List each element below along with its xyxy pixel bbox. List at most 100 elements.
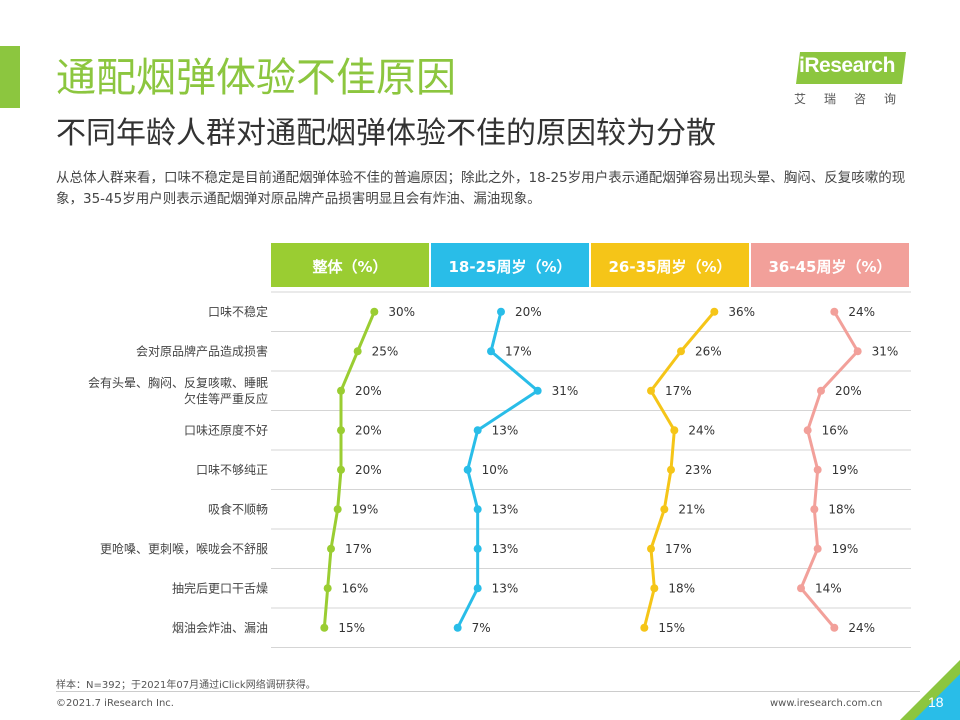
data-label: 31%	[872, 344, 899, 358]
data-point	[797, 584, 805, 593]
data-label: 10%	[482, 463, 509, 477]
title-accent-bar	[0, 46, 20, 108]
data-label: 16%	[822, 423, 849, 437]
category-label: 更呛嗓、更刺喉，喉咙会不舒服	[100, 541, 268, 556]
page-description: 从总体人群来看，口味不稳定是目前通配烟弹体验不佳的普遍原因；除此之外，18-25…	[56, 170, 906, 207]
data-label: 20%	[355, 384, 382, 398]
data-point	[667, 465, 675, 474]
category-label: 抽完后更口干舌燥	[172, 580, 268, 595]
data-point	[487, 347, 495, 356]
data-label: 19%	[352, 502, 379, 516]
data-label: 19%	[832, 463, 859, 477]
series-header-2	[431, 243, 589, 287]
legend-label: 36-45周岁（%）	[768, 258, 891, 276]
data-label: 13%	[492, 423, 519, 437]
data-point	[497, 307, 505, 316]
website-link[interactable]: www.iresearch.com.cn	[770, 698, 883, 709]
data-point	[353, 347, 362, 356]
data-label: 26%	[695, 344, 722, 358]
data-point	[647, 386, 655, 395]
data-label: 13%	[492, 502, 519, 516]
data-point	[640, 623, 649, 632]
category-label: 口味不够纯正	[196, 463, 268, 477]
series-header-4	[751, 243, 909, 287]
legend-label: 整体（%）	[312, 258, 387, 276]
data-point	[370, 307, 379, 316]
category-label: 吸食不顺畅	[208, 501, 268, 516]
data-label: 20%	[515, 305, 542, 319]
data-point	[813, 544, 822, 553]
category-label: 口味还原度不好	[184, 422, 268, 437]
data-label: 17%	[665, 384, 692, 398]
data-label: 20%	[355, 423, 382, 437]
data-label: 18%	[828, 502, 855, 516]
category-label: 会对原品牌产品造成损害	[136, 343, 268, 358]
data-point	[647, 544, 655, 553]
data-point	[333, 505, 342, 514]
data-point	[463, 465, 472, 474]
source-note: 样本：N=392；于2021年07月通过iClick网络调研获得。	[56, 680, 316, 691]
data-point	[710, 307, 719, 316]
logo-chinese-text: 艾瑞咨询	[794, 92, 915, 106]
data-point	[473, 544, 482, 553]
data-label: 24%	[848, 305, 875, 319]
data-label: 17%	[665, 542, 692, 556]
data-label: 23%	[685, 463, 712, 477]
data-point	[533, 386, 542, 395]
data-point	[337, 386, 345, 395]
page-title: 通配烟弹体验不佳原因	[56, 55, 456, 101]
data-label: 25%	[372, 344, 399, 358]
iresearch-logo: iResearch 艾瑞咨询	[792, 48, 912, 108]
data-label: 24%	[688, 423, 715, 437]
data-label: 31%	[552, 384, 579, 398]
data-point	[473, 505, 482, 514]
category-label: 口味不稳定	[208, 304, 268, 319]
data-point	[473, 426, 482, 435]
data-point	[327, 544, 335, 553]
series-header-1	[271, 243, 429, 287]
data-label: 15%	[338, 621, 365, 635]
data-point	[650, 584, 659, 593]
data-label: 36%	[728, 305, 755, 319]
legend-label: 26-35周岁（%）	[608, 258, 731, 276]
data-label: 20%	[355, 463, 382, 477]
data-label: 13%	[492, 542, 519, 556]
page-number: 18	[928, 694, 944, 710]
data-point	[323, 584, 332, 593]
data-label: 18%	[668, 581, 695, 595]
data-label: 30%	[388, 305, 415, 319]
data-point	[337, 465, 345, 474]
data-label: 16%	[342, 581, 369, 595]
data-label: 24%	[848, 621, 875, 635]
data-label: 13%	[492, 581, 519, 595]
data-point	[830, 623, 839, 632]
page-subtitle: 不同年龄人群对通配烟弹体验不佳的原因较为分散	[56, 116, 716, 151]
data-point	[813, 465, 822, 474]
data-point	[817, 386, 825, 395]
category-label: 欠佳等严重反应	[184, 391, 268, 406]
data-label: 21%	[678, 502, 705, 516]
data-label: 15%	[658, 621, 685, 635]
data-point	[473, 584, 482, 593]
corner-decoration	[900, 660, 960, 720]
logo-background-shape	[796, 52, 906, 84]
data-point	[337, 426, 345, 435]
legend-label: 18-25周岁（%）	[448, 258, 571, 276]
data-point	[853, 347, 862, 356]
footer-divider	[56, 691, 920, 692]
data-label: 17%	[345, 542, 372, 556]
data-label: 17%	[505, 344, 532, 358]
series-header-3	[591, 243, 749, 287]
category-label: 会有头晕、胸闷、反复咳嗽、睡眠	[88, 375, 268, 390]
data-label: 20%	[835, 384, 862, 398]
data-label: 7%	[472, 621, 491, 635]
data-point	[810, 505, 819, 514]
data-point	[830, 307, 839, 316]
data-point	[660, 505, 669, 514]
category-label: 烟油会炸油、漏油	[172, 621, 268, 635]
data-point	[670, 426, 679, 435]
copyright-text: ©2021.7 iResearch Inc.	[56, 698, 174, 709]
data-point	[803, 426, 812, 435]
data-point	[677, 347, 685, 356]
